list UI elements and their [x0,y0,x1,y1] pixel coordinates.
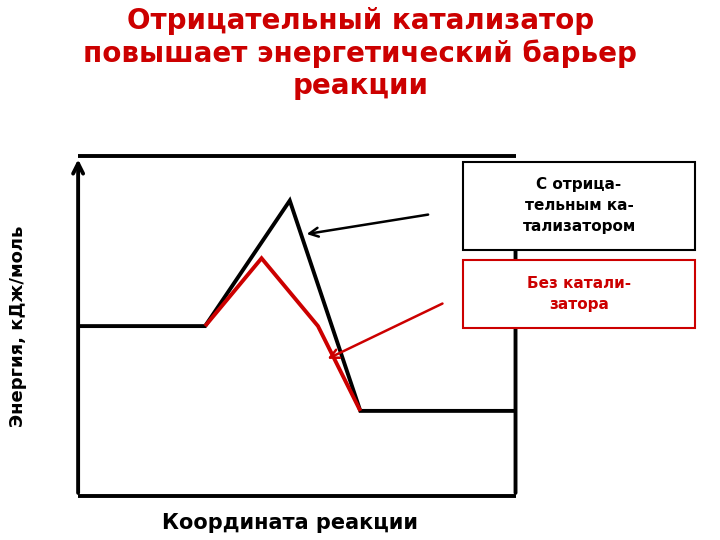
Text: Без катали-
затора: Без катали- затора [527,276,631,312]
Title: Отрицательный катализатор
повышает энергетический барьер
реакции: Отрицательный катализатор повышает энерг… [84,7,637,100]
FancyBboxPatch shape [463,161,696,250]
Text: Координата реакции: Координата реакции [162,513,418,533]
Text: С отрица-
тельным ка-
тализатором: С отрица- тельным ка- тализатором [523,177,636,234]
Text: Энергия, кДж/моль: Энергия, кДж/моль [9,225,27,427]
FancyBboxPatch shape [463,260,696,328]
